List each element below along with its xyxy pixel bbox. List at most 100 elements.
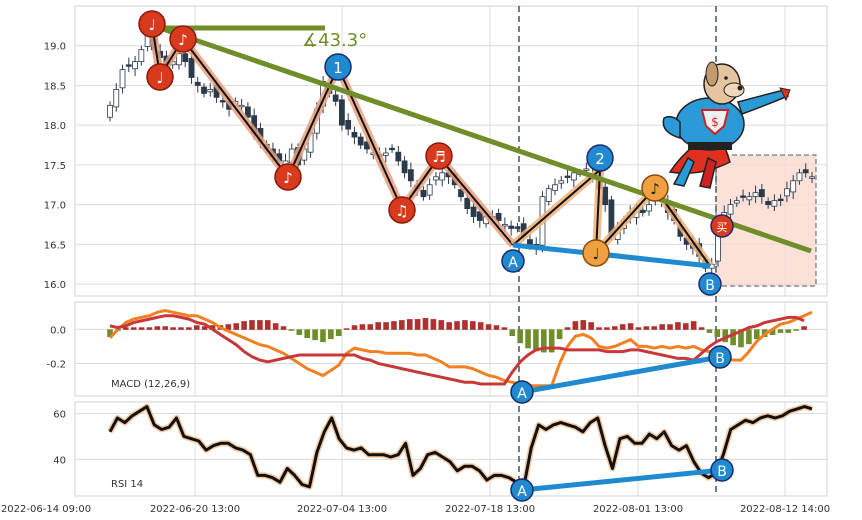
macd-histogram-bar (604, 327, 610, 330)
macd-histogram-bar (698, 327, 705, 330)
candle-up (558, 180, 565, 184)
macd-histogram-bar (753, 329, 760, 340)
svg-text:2: 2 (595, 150, 605, 168)
macd-histogram-bar (170, 327, 176, 330)
candle-up (646, 204, 652, 212)
svg-text:♪: ♪ (283, 169, 293, 187)
candle-up (176, 53, 182, 66)
candle-down (407, 169, 414, 182)
macd-histogram-bar (193, 325, 200, 330)
macd-histogram-bar (201, 326, 208, 330)
macd-histogram-bar (107, 329, 113, 338)
candle-down (476, 211, 483, 221)
svg-text:♩: ♩ (156, 69, 163, 87)
macd-histogram-bar (596, 327, 602, 330)
macd-histogram-bar (612, 326, 618, 330)
macd-histogram-bar (406, 319, 413, 330)
macd-histogram-bar (296, 329, 303, 335)
candle-down (357, 136, 364, 146)
macd-histogram-bar (335, 329, 342, 336)
candle-down (527, 239, 533, 245)
macd-histogram-bar (178, 327, 184, 330)
macd-histogram-bar (682, 323, 689, 330)
svg-text:B: B (715, 351, 725, 367)
x-tick-label: 2022-08-01 13:00 (593, 504, 683, 515)
macd-histogram-bar (777, 329, 784, 333)
macd-histogram-bar (485, 324, 492, 330)
macd-histogram-bar (517, 329, 523, 344)
a-marker-macd: A (510, 380, 534, 404)
price-tick-label: 18.5 (44, 81, 66, 92)
macd-histogram-bar (138, 327, 145, 330)
wave-2-marker: 2 (586, 144, 614, 172)
macd-histogram-bar (477, 322, 484, 330)
svg-text:$: $ (711, 115, 719, 129)
red-note-marker: ♩ (138, 10, 166, 38)
svg-text:B: B (717, 464, 727, 480)
x-tick-labels: 2022-06-14 09:00 2022-06-20 13:00 2022-07-… (1, 504, 830, 515)
macd-histogram-bar (351, 325, 358, 330)
macd-histogram-bar (769, 329, 776, 335)
candle-down (401, 160, 408, 174)
svg-text:1: 1 (333, 59, 343, 77)
rsi-panel: 60 40 (53, 401, 828, 497)
macd-histogram-bar (162, 326, 169, 330)
candle-up (238, 104, 245, 108)
macd-histogram-bar (320, 329, 326, 343)
svg-text:♩: ♩ (148, 16, 155, 34)
macd-histogram-bar (249, 320, 255, 330)
ab-line-price-2 (595, 251, 711, 268)
candle-down (339, 99, 345, 126)
macd-histogram-bar (288, 329, 295, 331)
candle-down (351, 131, 358, 138)
candle-down (244, 106, 251, 118)
red-note-marker: ♩ (146, 63, 174, 91)
a-marker-rsi: A (510, 478, 534, 502)
macd-histogram-bar (399, 320, 405, 330)
macd-histogram-bar (619, 324, 626, 330)
svg-text:A: A (508, 255, 518, 271)
macd-histogram-bar (130, 327, 137, 330)
candle-up (439, 172, 446, 181)
macd-histogram-bar (343, 328, 350, 330)
macd-histogram-bar (501, 327, 508, 330)
macd-histogram-bar (383, 322, 389, 330)
candle-down (508, 225, 515, 229)
macd-histogram-bar (580, 320, 587, 330)
candle-down (602, 186, 609, 206)
candle-down (420, 189, 427, 198)
macd-histogram-bar (493, 325, 500, 330)
b-marker-price: B (698, 272, 722, 296)
macd-histogram-bar (462, 320, 468, 330)
macd-histogram-bar (454, 321, 460, 330)
macd-histogram-bar (446, 322, 452, 330)
macd-histogram-bar (801, 326, 807, 330)
macd-histogram-bar (564, 327, 571, 330)
macd-histogram-bar (675, 322, 681, 330)
b-marker-rsi: B (710, 458, 734, 482)
candle-down (182, 53, 189, 63)
macd-histogram-bar (257, 320, 263, 330)
macd-histogram-bar (430, 319, 437, 330)
macd-histogram-bar (659, 324, 665, 330)
red-note-marker: ♪ (169, 25, 197, 53)
candle-up (796, 172, 803, 182)
candle-up (207, 89, 214, 93)
candle-down (188, 58, 195, 78)
candle-down (802, 169, 809, 174)
macd-histogram-bar (241, 321, 247, 330)
macd-histogram-bar (264, 320, 271, 330)
svg-text:♩: ♩ (592, 245, 599, 263)
candle-up (501, 224, 508, 227)
candle-up (132, 61, 138, 70)
b-marker-macd: B (708, 345, 732, 369)
macd-histogram-bar (367, 324, 374, 330)
macd-histogram-bar (667, 324, 673, 330)
macd-histogram-bar (438, 320, 445, 330)
macd-histogram-bar (328, 329, 334, 340)
macd-histogram-bar (154, 326, 161, 330)
candle-down (514, 226, 521, 229)
candle-down (758, 189, 765, 198)
candle-down (564, 175, 571, 178)
candle-up (790, 180, 797, 193)
